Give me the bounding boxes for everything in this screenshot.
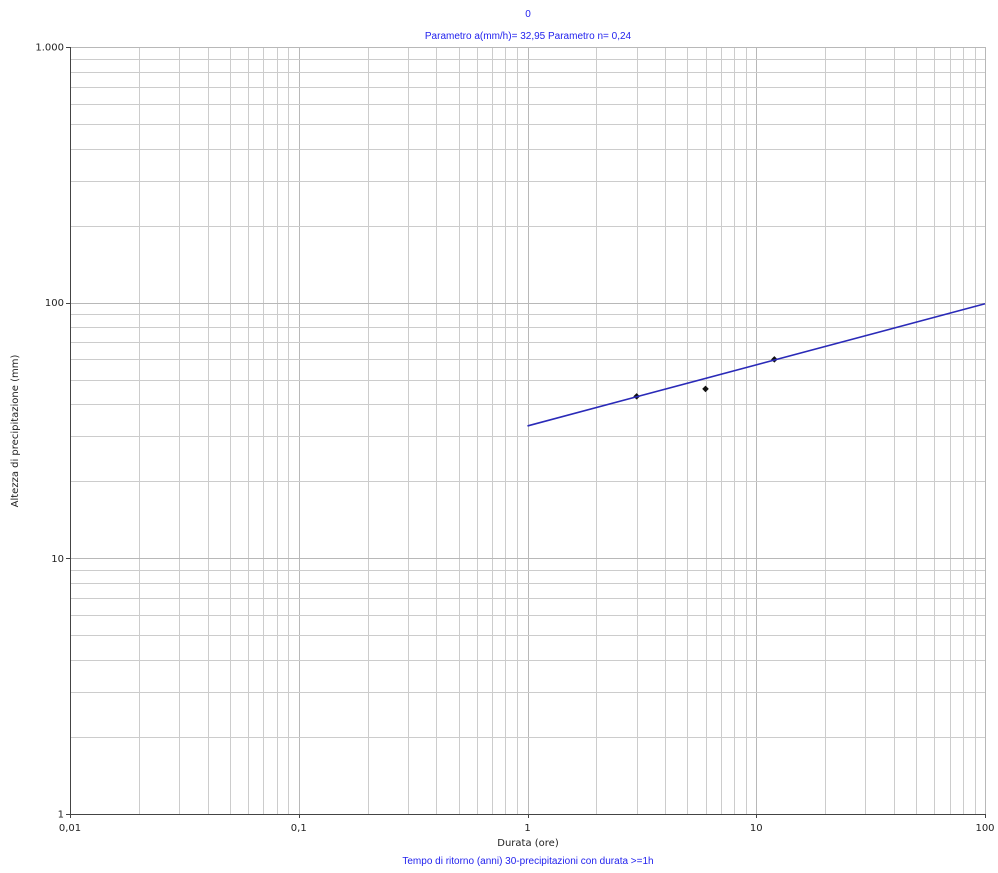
axes [66,47,986,818]
y-axis-title: Altezza di precipitazione (mm) [10,355,21,508]
y-tick-label: 1 [58,810,64,821]
y-tick-label: 10 [51,554,64,565]
x-tick-label: 10 [750,823,763,834]
y-tick-label: 1.000 [35,43,64,54]
chart-title: 0 [525,9,531,20]
tick-labels: 0,01 0,1 1 10 100 1 10 100 1.000 [35,43,994,835]
chart-subtitle: Parametro a(mm/h)= 32,95 Parametro n= 0,… [425,31,632,42]
x-tick-label: 0,01 [59,823,81,834]
x-axis-title: Durata (ore) [497,838,559,849]
regression-line [527,303,986,427]
data-series [527,303,986,427]
grid [70,47,986,815]
y-tick-label: 100 [45,298,64,309]
x-tick-label: 100 [975,823,994,834]
data-point [702,385,709,393]
x-tick-label: 1 [524,823,530,834]
chart-footer: Tempo di ritorno (anni) 30-precipitazion… [402,856,653,867]
x-tick-label: 0,1 [291,823,307,834]
